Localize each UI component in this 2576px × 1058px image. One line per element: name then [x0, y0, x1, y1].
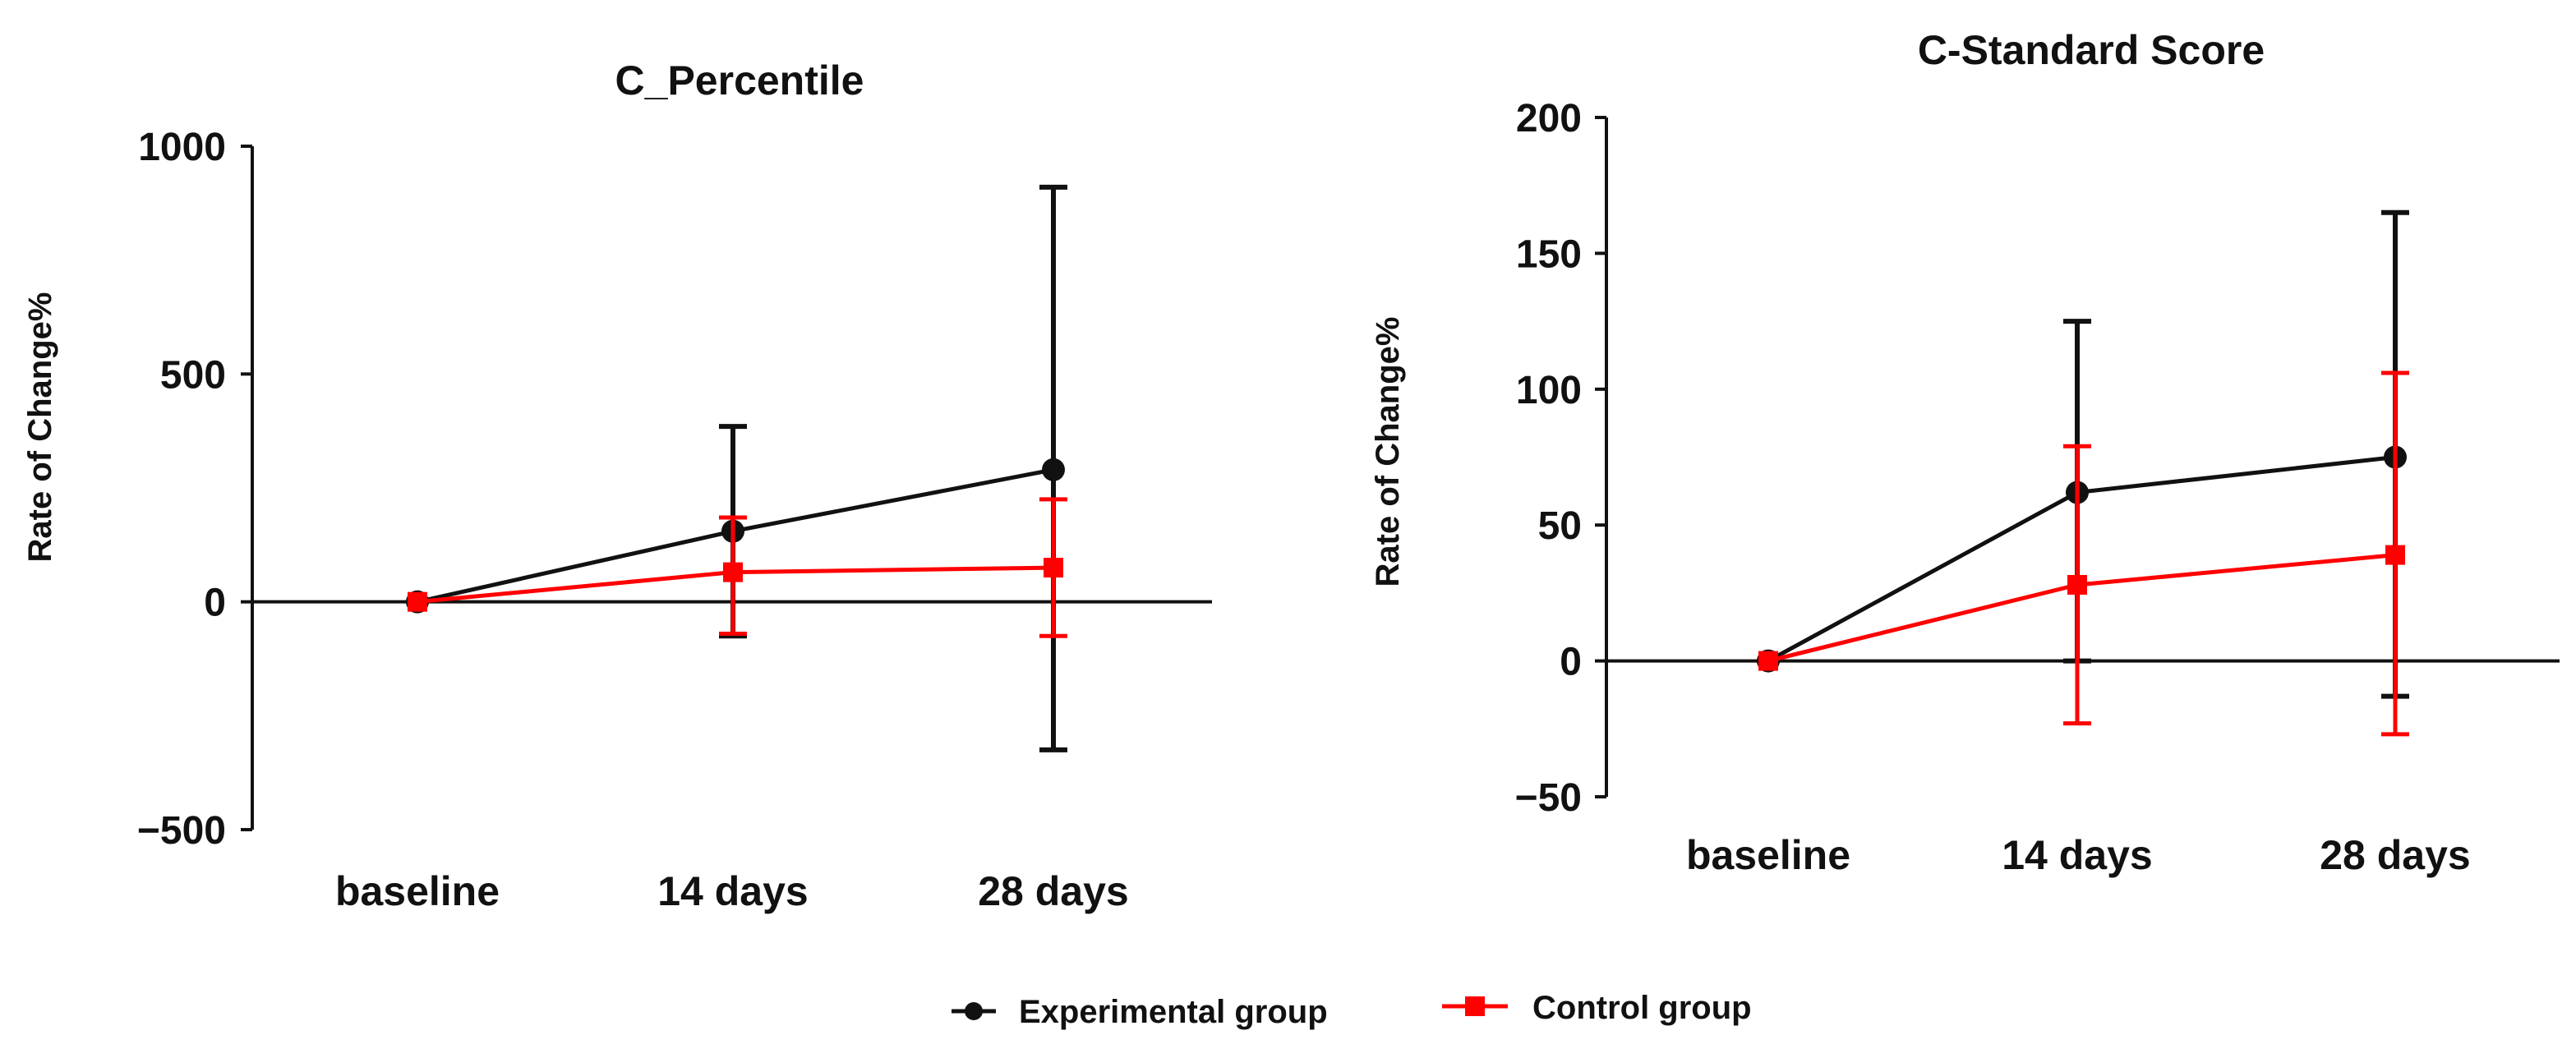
y-axis-label: Rate of Change% [22, 292, 58, 563]
y-tick-label: 50 [1538, 504, 1582, 548]
y-tick-label: 500 [160, 353, 226, 397]
y-axis-label: Rate of Change% [1370, 317, 1406, 587]
y-tick-label: 150 [1516, 232, 1582, 276]
category-label: 14 days [657, 868, 808, 914]
data-point [2067, 574, 2087, 595]
category-labels: baseline 14 days 28 days [335, 868, 1129, 914]
data-point [1042, 458, 1065, 481]
category-label: 28 days [2320, 832, 2470, 878]
data-point [408, 591, 427, 612]
legend-experimental-label: Experimental group [1019, 994, 1328, 1030]
series-marks [406, 184, 1067, 752]
series-experimental [406, 184, 1067, 752]
y-tick-label: 100 [1516, 369, 1582, 412]
legend-experimental-marker [965, 1002, 983, 1020]
chart-title: C_Percentile [615, 58, 864, 104]
series-control [408, 497, 1067, 638]
y-tick-labels: −50 0 50 100 150 200 [1515, 97, 1582, 820]
y-tick-label: 1000 [138, 126, 226, 169]
y-tick-labels: −500 0 500 1000 [137, 126, 226, 853]
category-label: 28 days [978, 868, 1128, 914]
series-experimental [1757, 209, 2409, 699]
data-point [1044, 558, 1063, 578]
chart-title: C-Standard Score [1918, 27, 2265, 73]
legend: Experimental group Control group [952, 990, 1752, 1030]
series-marks [1757, 209, 2409, 737]
category-label: baseline [1686, 832, 1850, 878]
series-control [1758, 370, 2409, 737]
category-labels: baseline 14 days 28 days [1686, 832, 2471, 878]
axes [241, 145, 1212, 831]
legend-control-label: Control group [1532, 990, 1752, 1026]
y-tick-label: 200 [1516, 97, 1582, 140]
data-point [2385, 545, 2405, 565]
y-tick-label: −500 [137, 809, 226, 853]
chart-c-percentile: C_Percentile Rate of Change% −500 0 500 100… [22, 58, 1212, 914]
category-label: baseline [335, 868, 500, 914]
data-point [723, 562, 743, 582]
legend-control-marker [1465, 996, 1485, 1016]
category-label: 14 days [2002, 832, 2152, 878]
y-tick-label: −50 [1515, 776, 1582, 820]
y-tick-label: 0 [1560, 641, 1582, 684]
y-tick-label: 0 [204, 582, 226, 625]
chart-c-standard-score: C-Standard Score Rate of Change% −50 0 50 1… [1370, 27, 2560, 878]
data-point [1758, 651, 1778, 671]
